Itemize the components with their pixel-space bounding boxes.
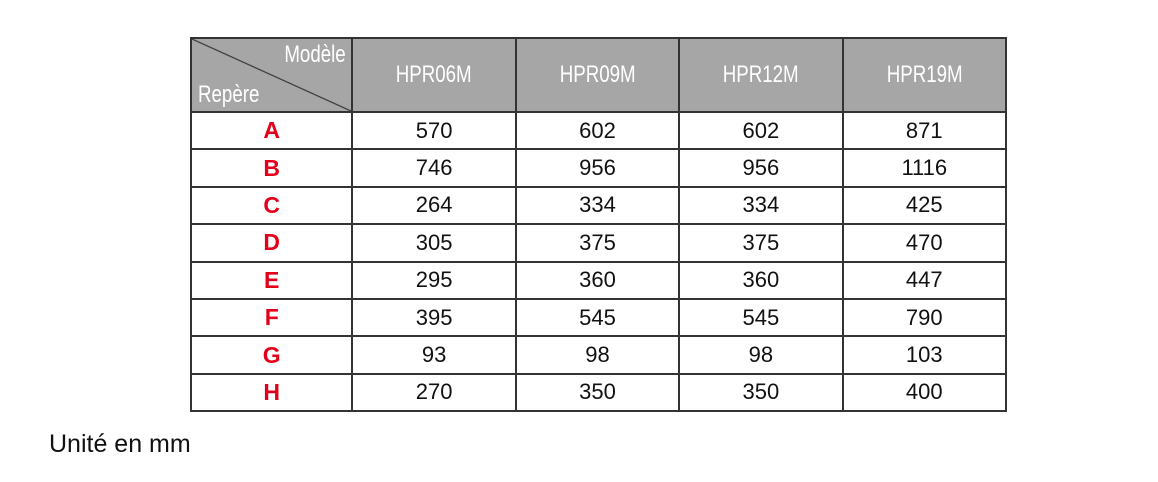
- row-label: D: [189, 223, 354, 263]
- column-header: HPR09M: [514, 37, 681, 113]
- table-cell: 545: [678, 297, 844, 338]
- table-cell: 395: [351, 297, 517, 338]
- row-label: E: [189, 260, 354, 300]
- table-cell: 375: [514, 223, 681, 263]
- table-cell: 790: [841, 297, 1008, 338]
- column-header: HPR12M: [678, 37, 844, 113]
- table-cell: 334: [514, 185, 681, 226]
- table-cell: 871: [841, 110, 1008, 151]
- table-cell: 360: [678, 260, 844, 300]
- table-cell: 400: [841, 372, 1008, 413]
- row-label: H: [189, 372, 354, 413]
- corner-header: Modèle Repère: [189, 37, 354, 113]
- row-label: G: [189, 335, 354, 375]
- table-cell: 98: [514, 335, 681, 375]
- column-header: HPR06M: [351, 37, 517, 113]
- table-cell: 447: [841, 260, 1008, 300]
- table-cell: 545: [514, 297, 681, 338]
- table-cell: 360: [514, 260, 681, 300]
- table-cell: 264: [351, 185, 517, 226]
- table-cell: 425: [841, 185, 1008, 226]
- table-row: H 270 350 350 400: [189, 372, 1008, 413]
- table-row: B 746 956 956 1116: [189, 148, 1008, 188]
- row-label: B: [189, 148, 354, 188]
- table-cell: 375: [678, 223, 844, 263]
- table-cell: 570: [351, 110, 517, 151]
- table-cell: 350: [514, 372, 681, 413]
- table-cell: 305: [351, 223, 517, 263]
- table-cell: 746: [351, 148, 517, 188]
- table-cell: 93: [351, 335, 517, 375]
- corner-mark-label: Repère: [198, 81, 260, 108]
- row-label: C: [189, 185, 354, 226]
- unit-note: Unité en mm: [49, 430, 191, 458]
- table-row: F 395 545 545 790: [189, 297, 1008, 338]
- column-header: HPR19M: [841, 37, 1008, 113]
- table-row: D 305 375 375 470: [189, 223, 1008, 263]
- table-cell: 350: [678, 372, 844, 413]
- table-cell: 270: [351, 372, 517, 413]
- header-row: Modèle Repère HPR06M HPR09M HPR12M HPR19M: [189, 37, 1008, 113]
- table-cell: 103: [841, 335, 1008, 375]
- table-cell: 295: [351, 260, 517, 300]
- row-label: A: [189, 110, 354, 151]
- table-row: C 264 334 334 425: [189, 185, 1008, 226]
- table-cell: 1116: [841, 148, 1008, 188]
- table-cell: 956: [678, 148, 844, 188]
- table-cell: 602: [514, 110, 681, 151]
- table-row: E 295 360 360 447: [189, 260, 1008, 300]
- dimensions-table: Modèle Repère HPR06M HPR09M HPR12M HPR19M…: [189, 37, 1008, 413]
- table-row: G 93 98 98 103: [189, 335, 1008, 375]
- table-cell: 334: [678, 185, 844, 226]
- table-row: A 570 602 602 871: [189, 110, 1008, 151]
- table-cell: 956: [514, 148, 681, 188]
- table-cell: 602: [678, 110, 844, 151]
- table-cell: 470: [841, 223, 1008, 263]
- corner-model-label: Modèle: [284, 41, 346, 68]
- row-label: F: [189, 297, 354, 338]
- table-cell: 98: [678, 335, 844, 375]
